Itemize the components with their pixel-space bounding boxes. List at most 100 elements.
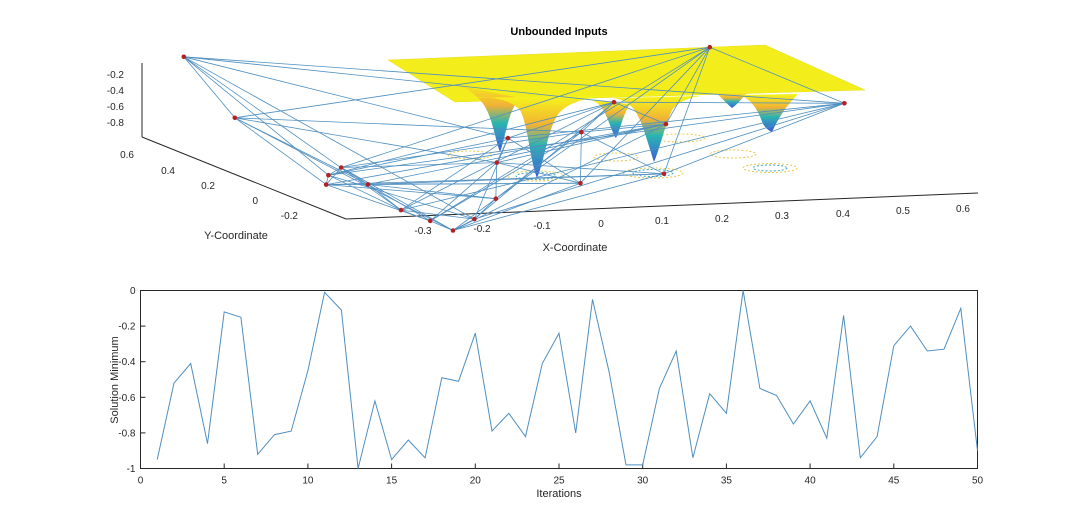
trajectory-marker — [505, 135, 511, 141]
trajectory-segment — [341, 46, 710, 168]
plot2d-x-ticks: 0 5 10 15 20 25 30 35 40 45 50 — [138, 463, 984, 487]
trajectory-segment — [709, 46, 845, 104]
x-tick-label: 20 — [470, 476, 482, 487]
plot3d-z-ticks: -0.2 -0.4 -0.6 -0.8 — [107, 70, 125, 129]
trajectory-segment — [234, 117, 497, 163]
trajectory-segment — [452, 123, 667, 231]
trajectory-segment — [183, 56, 615, 103]
trajectory-marker — [579, 129, 584, 135]
x-tick-label: 0.6 — [956, 204, 970, 215]
trajectory-segment — [474, 102, 845, 220]
x-tick-label: 30 — [637, 476, 649, 487]
y-tick-label: -1 — [127, 464, 136, 475]
plot2d-axes-box — [140, 290, 978, 469]
x-tick-label: 45 — [888, 476, 900, 487]
trajectory-marker — [663, 121, 669, 127]
trajectory-segment — [665, 47, 711, 125]
trajectory-marker — [450, 228, 456, 233]
surface-3d-plot: Unbounded Inputs -0.2 -0.4 -0.6 -0.8 0.6… — [107, 26, 979, 254]
plot3d-y-ticks: 0.6 0.4 0.2 0 -0.2 — [120, 150, 298, 222]
y-tick-label: -0.4 — [118, 357, 136, 368]
trajectory-segment — [613, 101, 845, 104]
trajectory-points — [181, 44, 847, 233]
trajectory-segment — [328, 167, 342, 176]
trajectory-segment — [400, 209, 431, 222]
x-tick-label: 0 — [138, 476, 144, 487]
trajectory-segment — [613, 101, 667, 125]
plot3d-xlabel: X-Coordinate — [543, 242, 608, 254]
trajectory-segment — [328, 174, 475, 220]
y-tick-label: -0.2 — [118, 322, 136, 333]
plot3d-x-ticks: -0.3 -0.2 -0.1 0 0.1 0.2 0.3 0.4 0.5 0.6 — [414, 204, 970, 237]
trajectory-segment — [452, 182, 581, 231]
trajectory-segment — [663, 102, 845, 175]
y-tick-label: 0 — [252, 196, 258, 207]
trajectory-segment — [507, 102, 845, 139]
trajectory-segment — [341, 131, 582, 168]
y-tick-label: 0 — [130, 286, 136, 297]
x-tick-label: 0 — [598, 219, 604, 230]
trajectory-segment — [400, 137, 509, 211]
z-tick-label: -0.8 — [107, 118, 125, 129]
trajectory-segment — [663, 47, 711, 174]
y-tick-label: -0.2 — [281, 211, 299, 222]
z-tick-label: -0.4 — [107, 86, 125, 97]
trajectory-segment — [452, 198, 497, 231]
x-tick-label: 25 — [553, 476, 565, 487]
trajectory-segment — [234, 117, 582, 133]
trajectory-segment — [234, 117, 327, 185]
trajectory-marker — [326, 172, 331, 178]
trajectory-segment — [581, 131, 665, 175]
trajectory-marker — [472, 216, 477, 222]
x-tick-label: 50 — [972, 476, 984, 487]
trajectory-marker — [398, 207, 404, 213]
trajectory-marker — [611, 99, 617, 105]
x-tick-label: 5 — [221, 476, 227, 487]
x-tick-label: 0.1 — [655, 216, 669, 227]
plot3d-ylabel: Y-Coordinate — [204, 230, 268, 242]
trajectory-segment — [430, 220, 454, 231]
z-tick-label: -0.6 — [107, 102, 125, 113]
trajectory-marker — [578, 180, 583, 186]
x-tick-label: 40 — [805, 476, 817, 487]
trajectory-segment — [400, 102, 845, 211]
trajectory-segment — [367, 182, 581, 185]
trajectory-marker — [707, 44, 713, 50]
trajectory-segment — [495, 46, 711, 200]
trajectory-segment — [496, 137, 509, 163]
y-tick-label: -0.8 — [118, 428, 136, 439]
y-tick-label: 0.6 — [120, 150, 134, 161]
z-tick-label: -0.2 — [107, 70, 125, 81]
trajectory-segment — [367, 184, 402, 211]
trajectory-segment — [507, 137, 581, 184]
trajectory-marker — [661, 171, 667, 177]
trajectory-marker — [493, 196, 499, 201]
plot3d-axes — [141, 63, 979, 220]
trajectory-segment — [429, 162, 498, 222]
trajectory-segment — [183, 56, 236, 119]
x-tick-label: 0.4 — [836, 209, 850, 220]
trajectory-segment — [326, 123, 667, 185]
trajectory-segment — [429, 46, 711, 222]
series-line — [156, 290, 978, 469]
surface-plane — [387, 44, 866, 103]
trajectory-marker — [232, 115, 238, 121]
trajectory-segment — [325, 167, 342, 185]
trajectory-segment — [234, 46, 710, 119]
trajectory-marker — [494, 160, 500, 165]
trajectory-segment — [367, 184, 431, 222]
x-tick-label: 0.3 — [775, 211, 789, 222]
x-tick-label: 15 — [386, 476, 398, 487]
plot3d-title: Unbounded Inputs — [510, 26, 607, 38]
trajectory-segment — [581, 101, 615, 133]
y-tick-label: 0.2 — [201, 181, 215, 192]
trajectory-marker — [842, 101, 847, 106]
y-tick-label: 0.4 — [161, 166, 175, 177]
x-tick-label: 10 — [302, 476, 314, 487]
x-tick-label: -0.2 — [473, 224, 491, 235]
trajectory-segment — [326, 184, 496, 200]
trajectory-segment — [183, 56, 509, 139]
trajectory-segment — [507, 101, 615, 139]
x-tick-label: -0.3 — [414, 226, 432, 237]
